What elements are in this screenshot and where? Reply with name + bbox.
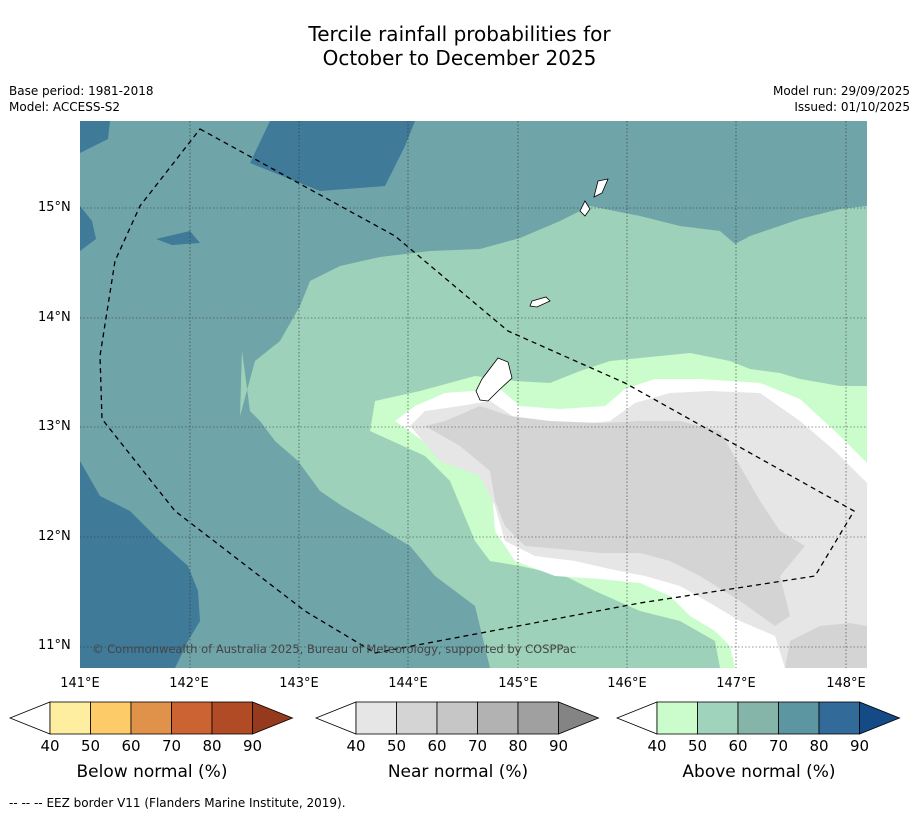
colorbar-segment <box>130 701 172 735</box>
colorbar-segment <box>396 701 438 735</box>
colorbar-segment <box>90 701 132 735</box>
colorbar-tick-label: 60 <box>728 737 747 755</box>
model-run: Model run: 29/09/2025 <box>772 84 910 98</box>
colorbar-low-extend <box>8 701 51 735</box>
graticule <box>80 121 867 668</box>
colorbar-tick-label: 80 <box>809 737 828 755</box>
title-line-2: October to December 2025 <box>322 46 597 70</box>
near-normal-label: Near normal (%) <box>387 762 529 782</box>
colorbar-tick-label: 50 <box>688 737 707 755</box>
colorbar-tick-label: 90 <box>243 737 262 755</box>
colorbar-tick-label: 60 <box>427 737 446 755</box>
rota-island <box>529 296 551 308</box>
map-panel: © Commonwealth of Australia 2025, Bureau… <box>80 121 867 668</box>
near-normal-colorbar: 40 50 60 70 80 90 <box>314 701 600 755</box>
above-70-80-region-north <box>250 121 415 191</box>
colorbar-segment <box>737 701 779 735</box>
colorbar-high-extend <box>859 701 901 735</box>
map-svg: © Commonwealth of Australia 2025, Bureau… <box>80 121 867 668</box>
near-50-60-region-se <box>785 623 867 668</box>
x-tick-144E: 144°E <box>388 676 428 691</box>
colorbar-segment <box>818 701 860 735</box>
colorbar-tick-label: 60 <box>121 737 140 755</box>
guam-island <box>475 357 513 402</box>
colorbar-tick-label: 70 <box>162 737 181 755</box>
colorbar-tick-label: 80 <box>508 737 527 755</box>
colorbar-low-extend <box>314 701 357 735</box>
eez-legend: -- -- -- EEZ border V11 (Flanders Marine… <box>9 796 346 810</box>
colorbar-tick-label: 40 <box>40 737 59 755</box>
copyright-text: © Commonwealth of Australia 2025, Bureau… <box>92 642 576 656</box>
colorbar-tick-label: 90 <box>850 737 869 755</box>
colorbar-tick-label: 90 <box>549 737 568 755</box>
y-tick-12N: 12°N <box>38 529 71 544</box>
colorbar-segment <box>656 701 698 735</box>
colorbar-tick-label: 40 <box>346 737 365 755</box>
below-normal-label: Below normal (%) <box>76 762 228 782</box>
x-tick-142E: 142°E <box>169 676 209 691</box>
eez-border <box>99 128 855 654</box>
colorbar-segment <box>477 701 519 735</box>
x-tick-141E: 141°E <box>60 676 100 691</box>
colorbar-tick-label: 50 <box>81 737 100 755</box>
above-normal-label: Above normal (%) <box>682 762 836 782</box>
colorbar-segment <box>697 701 739 735</box>
colorbar-segment <box>355 701 397 735</box>
tinian-island <box>579 200 591 217</box>
colorbar-segment <box>211 701 253 735</box>
title-line-1: Tercile rainfall probabilities for <box>308 22 611 46</box>
colorbar-segment <box>49 701 91 735</box>
meta-left: Base period: 1981-2018 Model: ACCESS-S2 <box>9 83 154 115</box>
meta-right: Model run: 29/09/2025 Issued: 01/10/2025 <box>773 83 910 115</box>
above-70-80-region-west <box>80 206 96 251</box>
colorbar-tick-label: 40 <box>647 737 666 755</box>
colorbar-segment <box>517 701 559 735</box>
below-normal-colorbar: 40 50 60 70 80 90 <box>8 701 294 755</box>
x-tick-145E: 145°E <box>498 676 538 691</box>
above-70-80-region-sw <box>80 461 200 668</box>
y-tick-13N: 13°N <box>38 419 71 434</box>
issued-date: Issued: 01/10/2025 <box>794 100 910 114</box>
eez-legend-symbol: -- -- -- <box>9 796 43 810</box>
colorbar-segment <box>778 701 820 735</box>
x-tick-147E: 147°E <box>716 676 756 691</box>
near-50-60-region <box>425 406 805 626</box>
y-tick-14N: 14°N <box>38 310 71 325</box>
x-tick-148E: 148°E <box>826 676 866 691</box>
chart-title: Tercile rainfall probabilities for Octob… <box>0 22 919 70</box>
colorbar-segment <box>171 701 213 735</box>
colorbar-high-extend <box>558 701 600 735</box>
colorbar-tick-label: 80 <box>202 737 221 755</box>
base-period: Base period: 1981-2018 <box>9 84 154 98</box>
model-name: Model: ACCESS-S2 <box>9 100 121 114</box>
above-normal-colorbar: 40 50 60 70 80 90 <box>615 701 901 755</box>
colorbar-high-extend <box>252 701 294 735</box>
colorbar-low-extend <box>615 701 658 735</box>
above-70-80-region-small <box>156 231 200 245</box>
y-tick-11N: 11°N <box>38 638 71 653</box>
x-tick-146E: 146°E <box>607 676 647 691</box>
saipan-island <box>593 178 609 198</box>
above-70-80-region-nw-corner <box>80 121 110 153</box>
y-tick-15N: 15°N <box>38 200 71 215</box>
colorbar-tick-label: 70 <box>468 737 487 755</box>
x-tick-143E: 143°E <box>279 676 319 691</box>
colorbar-tick-label: 70 <box>769 737 788 755</box>
colorbar-segment <box>436 701 478 735</box>
eez-legend-text: EEZ border V11 (Flanders Marine Institut… <box>46 796 346 810</box>
colorbar-tick-label: 50 <box>387 737 406 755</box>
